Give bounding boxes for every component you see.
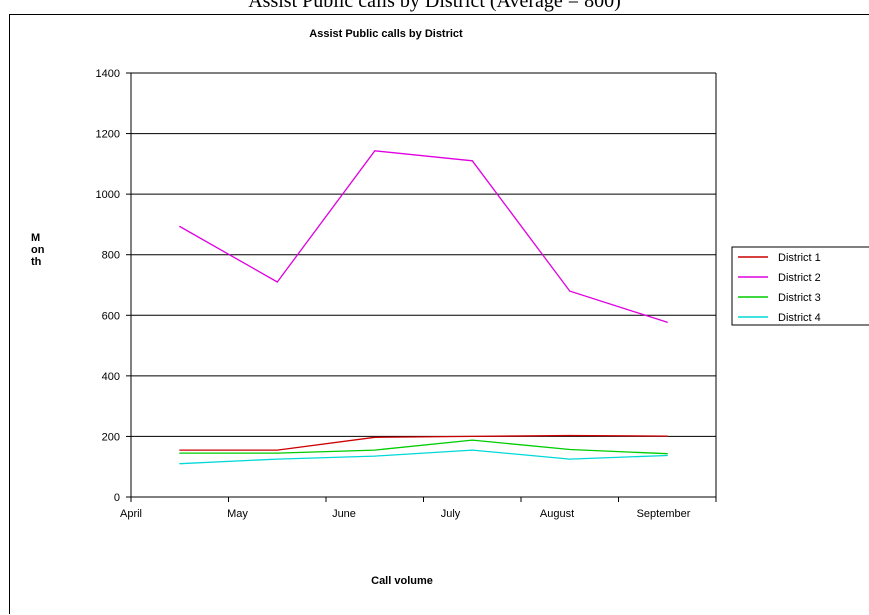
y-tick-label: 1400 (96, 68, 120, 80)
y-tick-label: 800 (102, 250, 120, 262)
legend-box (731, 246, 869, 326)
axes (126, 72, 717, 502)
data-point (569, 458, 571, 460)
page-caption: Assist Public calls by District (Average… (0, 0, 869, 14)
y-tick-label: 200 (102, 431, 120, 443)
data-point (179, 463, 181, 465)
data-point (179, 225, 181, 228)
y-axis-title-line: M (31, 232, 40, 244)
series-line-district-1 (179, 434, 668, 451)
data-point (569, 290, 571, 292)
data-point (374, 150, 376, 152)
data-point (276, 458, 278, 460)
labels: 0 200 400 600 800 1000 1200 1400 April May June Jul… (96, 68, 691, 520)
y-axis-title-line: on (31, 244, 45, 256)
data-point (374, 449, 376, 451)
x-tick-label-september: September (637, 508, 691, 520)
chart-frame: 0 200 400 600 800 1000 1200 1400 April May June Jul… (9, 14, 869, 614)
series-line-district-4 (179, 449, 668, 465)
y-tick-label: 1200 (96, 129, 120, 141)
x-tick-label-august: August (540, 508, 574, 520)
y-tick-label: 600 (102, 310, 120, 322)
y-tick-label: 400 (102, 371, 120, 383)
x-axis-title: Call volume (371, 575, 433, 587)
legend-entry: District 4 (778, 312, 821, 324)
y-tick-label: 1000 (96, 189, 120, 201)
data-point (179, 449, 181, 451)
data-point (569, 434, 571, 437)
series-lines (179, 150, 668, 465)
series-line-district-2 (179, 150, 668, 323)
chart-title: Assist Public calls by District (309, 28, 463, 40)
data-point (471, 439, 473, 441)
x-tick-label-may: May (227, 508, 248, 520)
series-line-district-3 (179, 439, 668, 455)
x-tick-label-april: April (120, 508, 142, 520)
legend-entry: District 3 (778, 292, 821, 304)
data-point (666, 321, 668, 323)
data-point (471, 449, 473, 451)
x-tick-label-july: July (441, 508, 461, 520)
data-point (666, 454, 668, 457)
data-point (276, 281, 278, 283)
page-caption-text: Assist Public calls by District (Average… (248, 0, 621, 12)
data-point (374, 455, 376, 457)
data-point (666, 453, 668, 455)
y-axis-title-line: th (31, 256, 42, 268)
legend-entry: District 2 (778, 272, 821, 284)
legend: District 1 District 2 District 3 District 4 (731, 246, 869, 326)
line-chart: 0 200 400 600 800 1000 1200 1400 April May June Jul… (31, 28, 869, 587)
data-point (276, 449, 278, 451)
data-point (471, 435, 473, 438)
data-point (276, 452, 278, 454)
legend-entry: District 1 (778, 252, 821, 264)
data-point (471, 160, 473, 162)
data-point (374, 436, 376, 438)
gridlines (131, 72, 716, 498)
y-tick-label: 0 (114, 492, 120, 504)
data-point (569, 448, 571, 451)
data-point (666, 435, 668, 437)
x-tick-label-june: June (332, 508, 356, 520)
data-point (179, 452, 181, 454)
